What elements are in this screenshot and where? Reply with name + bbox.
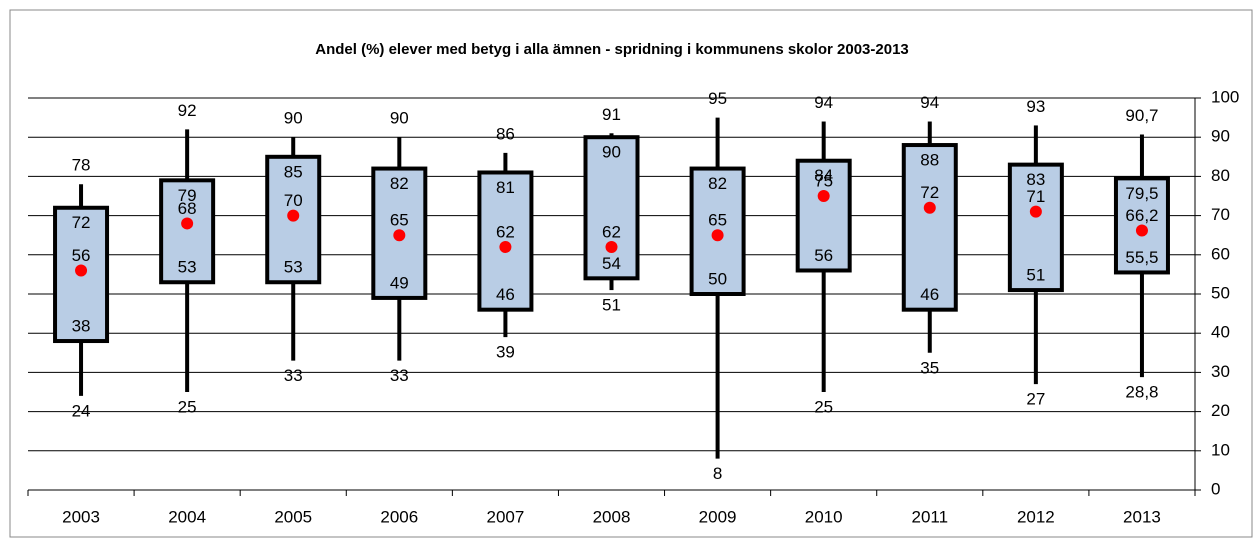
box [795,158,852,273]
y-tick-label: 30 [1211,362,1230,381]
q1-label: 49 [390,273,409,292]
max-label: 91 [602,105,621,124]
box [1007,162,1064,293]
x-tick-label: 2013 [1123,507,1161,526]
y-tick-label: 50 [1211,283,1230,302]
min-label: 25 [178,397,197,416]
y-tick-label: 60 [1211,244,1230,263]
q1-label: 38 [72,317,91,336]
min-label: 51 [602,296,621,315]
x-tick-label: 2008 [593,507,631,526]
x-tick-label: 2004 [168,507,206,526]
q3-label: 84 [814,166,833,185]
mean-label: 62 [496,222,515,241]
min-label: 39 [496,343,515,362]
q3-label: 82 [708,174,727,193]
x-tick-label: 2010 [805,507,843,526]
mean-dot [181,217,194,230]
mean-dot [393,229,406,242]
min-label: 24 [72,401,91,420]
q3-label: 88 [920,151,939,170]
q3-label: 79,5 [1125,184,1158,203]
min-label: 35 [920,358,939,377]
max-label: 90 [390,109,409,128]
q3-label: 81 [496,178,515,197]
mean-label: 72 [920,183,939,202]
mean-dot [499,240,512,253]
mean-label: 75 [814,171,833,190]
mean-label: 70 [284,191,303,210]
y-tick-label: 100 [1211,87,1239,106]
y-tick-label: 80 [1211,166,1230,185]
q3-label: 72 [72,213,91,232]
q1-label: 46 [920,285,939,304]
x-tick-label: 2003 [62,507,100,526]
y-tick-label: 10 [1211,440,1230,459]
q3-label: 82 [390,174,409,193]
max-label: 94 [920,93,939,112]
x-tick-label: 2011 [911,507,948,526]
x-tick-label: 2007 [486,507,524,526]
mean-dot [1029,205,1042,218]
min-label: 33 [390,366,409,385]
mean-dot [817,190,830,202]
box [583,135,640,281]
q1-label: 53 [284,258,303,277]
min-label: 28,8 [1125,383,1158,402]
min-label: 25 [814,397,833,416]
max-label: 95 [708,89,727,108]
mean-label: 65 [390,211,409,230]
q3-label: 85 [284,162,303,181]
y-tick-label: 90 [1211,127,1230,146]
mean-dot [1135,224,1148,237]
box [901,143,958,312]
mean-dot [711,229,724,242]
mean-label: 56 [72,246,91,265]
x-tick-label: 2006 [380,507,418,526]
q1-label: 53 [178,258,197,277]
q3-label: 79 [178,186,197,205]
x-tick-label: 2012 [1017,507,1055,526]
max-label: 93 [1026,97,1045,116]
max-label: 78 [72,156,91,175]
max-label: 86 [496,124,515,143]
x-tick-label: 2005 [274,507,312,526]
q3-label: 90 [602,143,621,162]
max-label: 90 [284,109,303,128]
mean-label: 71 [1026,187,1045,206]
max-label: 90,7 [1125,106,1158,125]
max-label: 94 [814,93,833,112]
x-tick-label: 2009 [699,507,737,526]
mean-dot [75,264,88,277]
min-label: 33 [284,366,303,385]
mean-dot [605,240,618,253]
q1-label: 50 [708,269,727,288]
q1-label: 46 [496,285,515,304]
mean-label: 66,2 [1125,206,1158,225]
mean-dot [923,201,936,214]
mean-label: 68 [178,199,197,218]
q1-label: 51 [1026,266,1045,285]
min-label: 27 [1026,390,1045,409]
q3-label: 83 [1026,170,1045,189]
mean-dot [287,209,300,222]
max-label: 92 [178,101,197,120]
y-tick-label: 0 [1211,479,1220,498]
mean-label: 62 [602,222,621,241]
q1-label: 54 [602,254,621,273]
min-label: 8 [713,464,722,483]
chart-title: Andel (%) elever med betyg i alla ämnen … [315,41,909,58]
y-tick-label: 70 [1211,205,1230,224]
mean-label: 65 [708,211,727,230]
q1-label: 55,5 [1125,248,1158,267]
y-tick-label: 40 [1211,323,1230,342]
q1-label: 56 [814,246,833,265]
y-tick-label: 20 [1211,401,1230,420]
box [159,178,216,285]
